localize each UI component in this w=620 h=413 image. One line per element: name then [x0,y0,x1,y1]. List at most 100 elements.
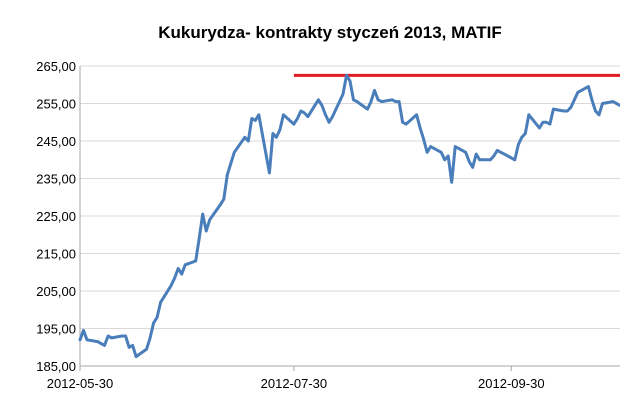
data-point [503,152,506,156]
data-point [566,109,569,113]
data-point [562,109,566,113]
data-point [292,122,296,126]
data-point [471,166,475,169]
grid-lines [80,65,620,329]
data-point [159,301,162,304]
data-point [208,218,211,222]
data-point [250,117,254,120]
data-point [254,119,257,122]
chart-title: Kukurydza- kontrakty styczeń 2013, MATIF [158,23,502,42]
data-point [299,109,303,113]
data-point [145,347,148,351]
data-point [422,137,425,141]
data-point [348,79,352,83]
data-point [320,104,324,107]
data-point [296,117,299,120]
x-tick-label: 2012-05-30 [47,376,114,391]
data-point [99,342,103,345]
data-point [464,151,468,154]
data-point [180,272,183,276]
data-point [176,267,180,270]
data-point [601,102,604,105]
x-tick-label: 2012-07-30 [261,376,328,391]
data-point [324,113,327,117]
data-point [229,162,233,165]
data-point [369,100,373,103]
data-point [373,89,376,92]
data-point [611,100,615,103]
data-point [341,92,345,96]
data-point [474,152,478,156]
data-point [275,136,278,139]
data-point [520,136,524,139]
data-point [545,121,548,124]
data-point [233,151,236,154]
data-point [390,98,394,102]
data-point [278,128,282,132]
data-point [541,121,545,124]
data-point [524,132,527,135]
data-point [418,126,422,130]
data-point [548,122,552,126]
data-point [194,259,197,263]
data-point [268,171,271,175]
data-point [306,115,310,118]
y-tick-label: 245,00 [36,134,76,149]
data-point [243,136,247,139]
x-tick-label: 2012-09-30 [478,376,545,391]
data-point [587,85,590,88]
data-point [401,121,404,124]
data-point [222,197,226,201]
data-point [257,113,261,117]
data-point [345,74,348,77]
data-point [271,132,275,135]
data-point [355,100,359,103]
data-point [219,203,222,207]
data-point [201,212,204,216]
data-point [152,321,155,325]
data-point [552,107,555,111]
data-point [415,113,418,117]
data-point [85,338,89,342]
data-point [446,154,450,158]
series-group [78,73,620,359]
y-tick-label: 225,00 [36,209,76,224]
data-point [317,98,320,102]
data-point [569,106,573,109]
data-point [110,336,113,340]
data-point [397,100,401,103]
data-point [204,229,208,233]
data-point [573,98,576,102]
data-point [594,109,597,113]
y-tick-label: 265,00 [36,59,76,74]
data-point [597,113,601,117]
data-point [453,145,457,148]
data-point [615,102,618,105]
data-point [492,154,496,158]
data-point [131,344,134,347]
data-point [538,126,541,130]
data-point [303,111,306,115]
data-point [134,355,138,358]
data-point [124,334,127,338]
data-point [425,151,429,154]
data-point [103,344,106,347]
y-tick-label: 205,00 [36,284,76,299]
data-point [226,173,229,177]
data-point [327,121,331,124]
data-point [106,334,110,338]
data-point [148,336,152,340]
data-point [247,139,250,143]
y-tick-label: 255,00 [36,97,76,112]
data-point [96,340,99,343]
data-point [380,100,383,103]
y-tick-label: 185,00 [36,359,76,374]
data-point [78,338,82,342]
data-point [82,329,85,332]
data-point [183,263,187,267]
data-point [173,276,176,280]
x-axis-ticks: 2012-05-30 2012-07-30 2012-09-30 [47,366,545,391]
data-point [429,145,432,148]
data-point [404,122,408,126]
data-point [331,115,334,118]
